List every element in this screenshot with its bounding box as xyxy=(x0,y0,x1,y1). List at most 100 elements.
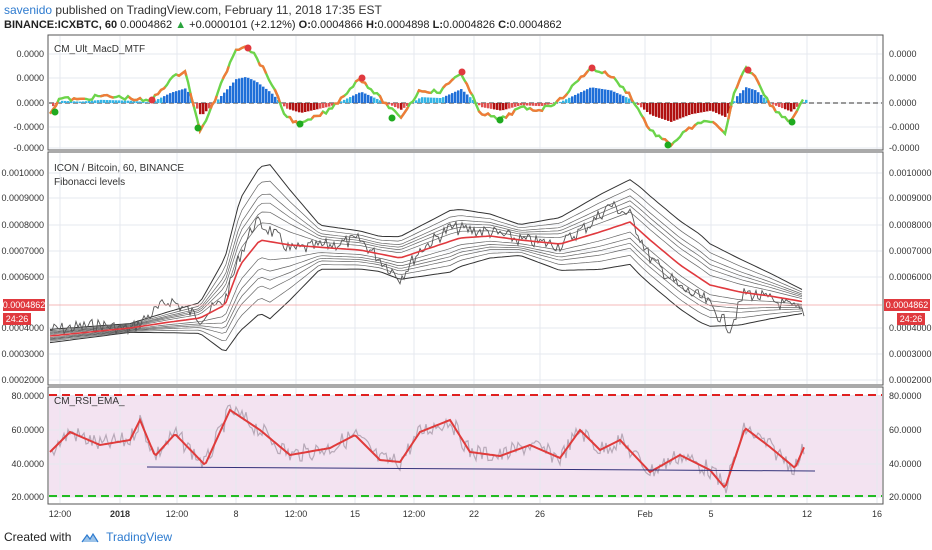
macd-histogram-bar xyxy=(349,97,352,103)
macd-histogram-bar xyxy=(502,103,505,111)
macd-histogram-bar xyxy=(490,103,493,109)
macd-histogram-bar xyxy=(400,103,403,110)
macd-histogram-bar xyxy=(586,89,589,103)
macd-histogram-bar xyxy=(298,103,301,113)
last-price: 0.0004862 xyxy=(120,19,173,31)
macd-tick-left: 0.0000 xyxy=(16,98,44,108)
time-tick: 26 xyxy=(535,509,545,519)
macd-histogram-bar xyxy=(481,103,484,108)
time-tick: 22 xyxy=(469,509,479,519)
macd-histogram-bar xyxy=(580,92,583,103)
last-price-badge-right xyxy=(884,299,930,311)
macd-histogram-bar xyxy=(346,98,349,103)
macd-histogram-bar xyxy=(673,103,676,121)
macd-histogram-bar xyxy=(718,103,721,115)
macd-histogram-bar xyxy=(265,88,268,103)
macd-histogram-bar xyxy=(610,90,613,103)
macd-histogram-bar xyxy=(79,101,82,103)
macd-histogram-bar xyxy=(226,89,229,103)
macd-histogram-bar xyxy=(526,103,529,106)
up-arrow-icon: ▲ xyxy=(175,19,187,31)
macd-histogram-bar xyxy=(565,99,568,103)
macd-tick-left: 0.0000 xyxy=(16,73,44,83)
fib-band-line xyxy=(49,231,803,338)
price-tick-left: 0.0004000 xyxy=(1,323,44,333)
macd-histogram-bar xyxy=(448,94,451,103)
macd-histogram-bar xyxy=(304,103,307,112)
macd-histogram-bar xyxy=(268,91,271,103)
macd-histogram-bar xyxy=(721,103,724,116)
macd-histogram-bar xyxy=(253,80,256,103)
macd-cross-dot xyxy=(388,114,396,122)
macd-histogram-bar xyxy=(790,103,793,112)
macd-histogram-bar xyxy=(289,103,292,110)
macd-histogram-bar xyxy=(694,103,697,114)
macd-histogram-bar xyxy=(112,100,115,103)
macd-histogram-bar xyxy=(499,103,502,111)
macd-histogram-bar xyxy=(652,103,655,116)
macd-histogram-bar xyxy=(187,91,190,103)
macd-histogram-bar xyxy=(589,87,592,103)
macd-histogram-bar xyxy=(136,101,139,103)
macd-histogram-bar xyxy=(634,102,637,104)
macd-histogram-bar xyxy=(238,78,241,103)
macd-histogram-bar xyxy=(121,100,124,103)
tradingview-brand-link[interactable]: TradingView xyxy=(106,530,173,544)
rsi-ema-line xyxy=(49,408,805,489)
macd-histogram-bar xyxy=(115,100,118,103)
publish-info: savenido published on TradingView.com, F… xyxy=(4,3,382,17)
macd-histogram-bar xyxy=(583,90,586,103)
rsi-tick-left: 40.0000 xyxy=(11,459,44,469)
price-pane-title: ICON / Bitcoin, 60, BINANCE xyxy=(54,163,184,174)
macd-histogram-bar xyxy=(676,103,679,120)
macd-histogram-bar xyxy=(442,97,445,103)
fib-band-line xyxy=(49,251,803,342)
high-value: 0.0004898 xyxy=(377,19,430,31)
rsi-trendline[interactable] xyxy=(146,466,816,472)
macd-histogram-bar xyxy=(469,97,472,103)
author-link[interactable]: savenido xyxy=(4,3,53,17)
symbol-label: BINANCE:ICXBTC, 60 xyxy=(4,19,118,31)
fib-basis-line xyxy=(49,221,803,337)
macd-histogram-bar xyxy=(439,98,442,103)
macd-histogram-bar xyxy=(145,102,148,103)
macd-cross-dot xyxy=(296,120,304,128)
macd-cross-dot xyxy=(664,141,672,149)
macd-histogram-bar xyxy=(163,96,166,103)
macd-histogram-bar xyxy=(700,103,703,113)
macd-histogram-bar xyxy=(805,99,808,103)
macd-histogram-bar xyxy=(793,103,796,110)
macd-histogram-bar xyxy=(322,103,325,108)
macd-histogram-bar xyxy=(760,94,763,103)
macd-histogram-bar xyxy=(331,103,334,106)
macd-histogram-bar xyxy=(763,97,766,103)
price-pane-frame[interactable] xyxy=(47,151,884,386)
macd-histogram-bar xyxy=(181,89,184,103)
macd-histogram-bar xyxy=(646,103,649,112)
macd-histogram-bar xyxy=(148,102,151,103)
price-tick-right: 0.0007000 xyxy=(889,246,932,256)
macd-histogram-bar xyxy=(310,103,313,111)
macd-histogram-bar xyxy=(715,103,718,113)
macd-histogram-bar xyxy=(91,100,94,103)
macd-histogram-bar xyxy=(427,97,430,103)
macd-histogram-bar xyxy=(217,99,220,103)
macd-histogram-bar xyxy=(529,103,532,106)
macd-histogram-bar xyxy=(541,103,544,106)
time-tick: 12 xyxy=(802,509,812,519)
macd-histogram-bar xyxy=(220,96,223,103)
macd-histogram-bar xyxy=(430,97,433,103)
macd-histogram-bar xyxy=(514,103,517,107)
created-with-text: Created with xyxy=(4,530,72,544)
macd-histogram-bar xyxy=(241,77,244,103)
macd-histogram-bar xyxy=(508,103,511,109)
macd-tick-left: 0.0000 xyxy=(16,49,44,59)
macd-cross-dot xyxy=(244,44,252,52)
price-tick-left: 0.0003000 xyxy=(1,349,44,359)
price-candles xyxy=(49,200,805,336)
macd-histogram-bar xyxy=(412,102,415,103)
macd-histogram-bar xyxy=(547,103,550,105)
macd-histogram-bar xyxy=(421,97,424,103)
time-axis[interactable]: 12:00 2018 12:00 8 12:00 15 12:00 22 26 … xyxy=(49,509,882,519)
